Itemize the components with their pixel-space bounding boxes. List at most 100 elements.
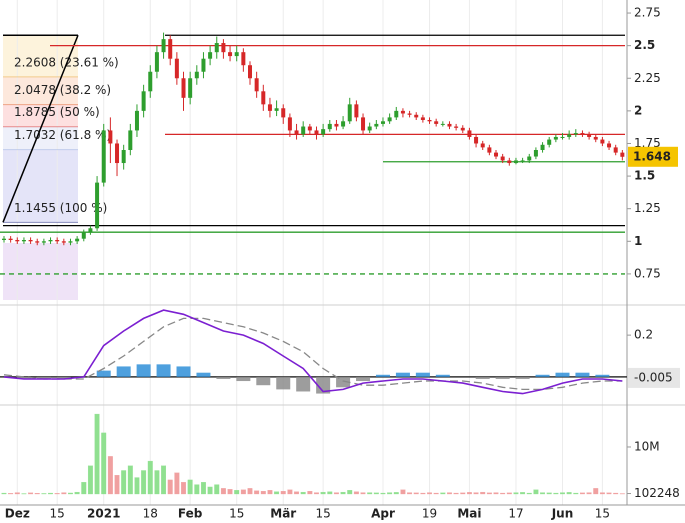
candle-body — [214, 43, 219, 53]
y-tick-label: 1.75 — [634, 136, 661, 150]
candle-body — [281, 108, 286, 118]
y-tick-label: 2 — [634, 103, 642, 117]
volume-bar — [254, 490, 260, 495]
volume-bar — [360, 492, 366, 495]
candle-body — [287, 117, 292, 131]
candle-body — [61, 241, 66, 243]
x-tick-label: Jun — [551, 507, 574, 521]
volume-bar — [447, 492, 452, 495]
candle-body — [427, 120, 432, 122]
volume-bar — [367, 492, 373, 495]
x-tick-label: Mai — [457, 507, 481, 521]
fib-label: 1.7032 (61.8 %) — [14, 128, 111, 142]
candle-body — [620, 152, 625, 157]
candle-body — [248, 65, 253, 79]
candle-body — [334, 123, 339, 127]
volume-bar — [460, 492, 466, 495]
volume-bar — [220, 488, 226, 495]
candle-body — [201, 58, 206, 72]
volume-bar — [493, 492, 499, 495]
macd-histogram-bar — [156, 364, 171, 377]
fib-bands — [3, 35, 78, 223]
volume-bar — [41, 493, 47, 495]
volume-bar — [181, 482, 186, 495]
candle-body — [560, 136, 565, 138]
macd-histogram-bar — [276, 376, 291, 390]
candle-body — [221, 43, 226, 53]
candle-body — [168, 39, 173, 59]
volume-bar — [466, 492, 472, 495]
macd-histogram-bar — [176, 366, 191, 377]
macd-current-label: -0.005 — [634, 370, 673, 384]
volume-bar — [333, 492, 339, 495]
y-tick-label: 2.5 — [634, 38, 655, 52]
macd-histogram-bar — [375, 374, 390, 377]
volume-bar — [347, 490, 353, 495]
candle-body — [35, 241, 40, 243]
volume-bar — [433, 492, 439, 495]
x-tick-label: 15 — [595, 507, 610, 521]
volume-bar — [194, 484, 200, 495]
volume-bar — [473, 492, 479, 495]
volume-bar — [387, 492, 393, 495]
candle-body — [394, 110, 399, 118]
candle-body — [567, 134, 572, 137]
volume-bar — [141, 470, 147, 495]
macd-histogram-bar — [555, 372, 570, 377]
trend-line — [2, 34, 79, 223]
volume-bar — [280, 491, 286, 495]
candle-body — [600, 139, 605, 144]
volume-bar — [613, 492, 619, 495]
volume-bar — [533, 489, 539, 495]
volume-bar — [8, 493, 14, 495]
volume-bar — [187, 479, 193, 495]
x-tick-label: 15 — [50, 507, 65, 521]
macd-histogram-bar — [415, 372, 430, 377]
volume-bar — [413, 492, 419, 495]
candle-body — [487, 147, 492, 153]
candle-body — [115, 143, 120, 164]
candle-body — [533, 150, 538, 157]
volume-bar — [68, 492, 73, 495]
volume-bar — [1, 492, 7, 495]
x-tick-label: 18 — [143, 507, 158, 521]
volume-bar — [520, 492, 526, 495]
candle-body — [321, 129, 326, 135]
macd-histogram-bar — [316, 376, 331, 394]
y-tick-label: 0.75 — [634, 266, 661, 280]
volume-bar — [580, 492, 585, 495]
candle-body — [420, 117, 425, 120]
macd-histogram-bar — [475, 376, 490, 379]
candle-body — [527, 156, 532, 161]
candle-body — [161, 39, 166, 53]
candle-body — [547, 139, 552, 145]
candle-body — [274, 108, 279, 111]
volume-bar — [599, 492, 605, 495]
y-tick-label: 2.75 — [634, 6, 661, 20]
candle-body — [507, 160, 512, 164]
volume-tick-label: 102248 — [634, 486, 680, 500]
volume-bar — [127, 465, 133, 495]
volume-bar — [234, 490, 240, 495]
candle-body — [181, 78, 186, 98]
volume-bar — [294, 491, 299, 495]
volume-bar — [147, 460, 153, 495]
x-tick-label: Apr — [371, 507, 395, 521]
volume-bar — [506, 492, 512, 495]
candle-body — [314, 130, 319, 135]
macd-histogram-bar — [595, 374, 610, 377]
volume-bar — [48, 492, 53, 495]
candle-body — [55, 240, 60, 242]
volume-bar — [353, 491, 359, 495]
macd-histogram-bar — [236, 376, 251, 382]
candle-body — [128, 130, 133, 150]
candle-body — [108, 130, 113, 144]
volume-bar — [274, 491, 280, 495]
candle-body — [148, 71, 153, 92]
volume-bar — [453, 492, 459, 495]
candle-body — [367, 126, 372, 131]
volume-bar — [134, 477, 140, 495]
candle-body — [387, 117, 392, 122]
volume-bar — [480, 491, 486, 495]
